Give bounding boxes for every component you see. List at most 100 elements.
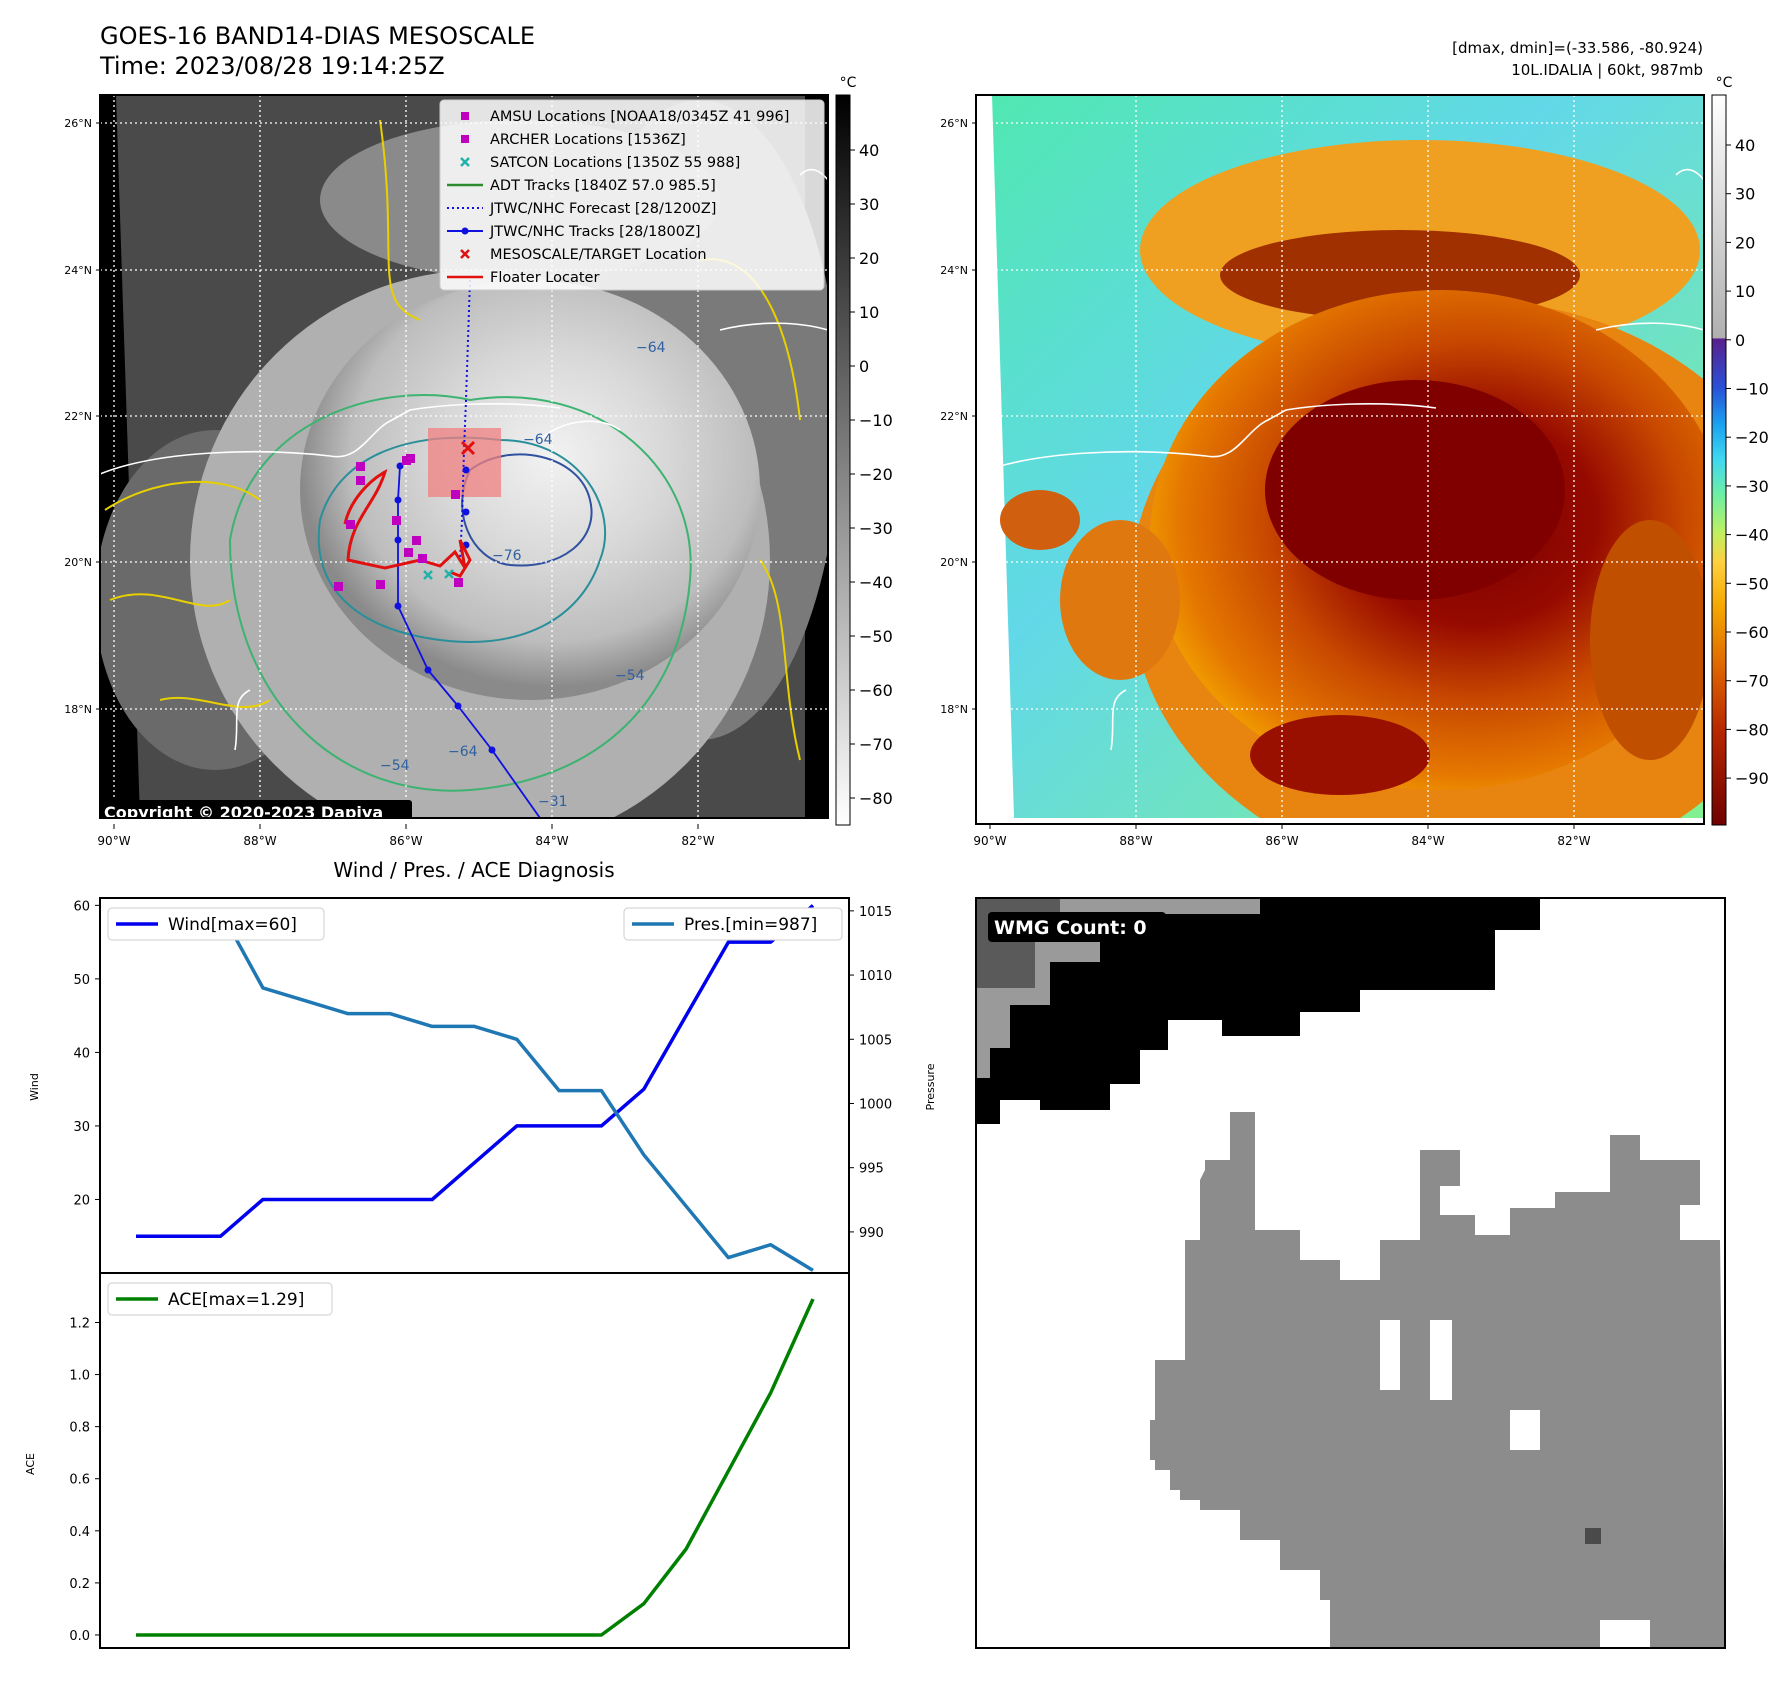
legend-square-marker [461,135,469,143]
y-tick-label: 30 [73,1120,90,1135]
y2-tick-label: 995 [859,1162,884,1177]
figure-title-line2: Time: 2023/08/28 19:14:25Z [99,52,445,80]
colorbar-tick-label: −10 [859,411,893,430]
color-colorbar-unit: °C [1716,75,1733,91]
legend-entry: Floater Locater [447,270,599,286]
legend-label: JTWC/NHC Forecast [28/1200Z] [489,201,716,217]
colorbar-tick-label: 20 [1735,233,1755,252]
jtwc-forecast-track [459,279,471,561]
colorbar-tick-label: −80 [859,789,893,808]
legend-entry: MESOSCALE/TARGET Location [460,247,707,263]
y2-tick-label: 1000 [859,1097,892,1112]
wind-axis-label: Wind [28,1073,41,1101]
chart-legend-box [107,1282,333,1316]
lon-label: 82°W [681,834,714,848]
jtwc-best-track [397,465,541,818]
lon-label: 88°W [1119,834,1152,848]
wmg-count-badge: WMG Count: 0 [994,917,1147,939]
wmg-panel: WMG Count: 0 [976,898,1725,1648]
colorbar-tick-label: −90 [1735,769,1769,788]
lat-label: 22°N [64,410,92,423]
color-colorbar-ticks: 40 30 20 10 0 −10 −20 −30 −40 −50 −60 −70 −80 −90 [1726,136,1769,788]
lon-label: 86°W [389,834,422,848]
legend-x-marker [460,249,470,259]
lat-label: 20°N [940,556,968,569]
series-line [136,909,814,1272]
colorbar-tick-label: 30 [1735,185,1755,204]
colorbar-tick-label: 10 [1735,282,1755,301]
map-gridlines-color [976,95,1704,818]
lat-label: 24°N [64,264,92,277]
legend-label: ADT Tracks [1840Z 57.0 985.5] [490,178,716,194]
legend-dot-marker [461,227,469,235]
colorbar-tick-label: −80 [1735,720,1769,739]
legend-label: Floater Locater [490,270,599,286]
legend-entry: ARCHER Locations [1536Z] [461,132,686,148]
chart-legend: Wind[max=60] [107,907,325,941]
grayscale-lon-labels: 90°W 88°W 86°W 84°W 82°W [97,824,715,848]
legend-label: SATCON Locations [1350Z 55 988] [490,155,740,171]
colorbar-tick-label: 10 [859,303,879,322]
contour-label: −31 [538,794,568,810]
legend-label: ARCHER Locations [1536Z] [490,132,686,148]
contour-label: −64 [448,744,478,760]
colorbar-tick-label: −10 [1735,380,1769,399]
legend-entry: AMSU Locations [NOAA18/0345Z 41 996] [461,109,789,125]
grayscale-colorbar [835,94,851,826]
mesoscale-target-box [428,428,501,497]
map-legend: AMSU Locations [NOAA18/0345Z 41 996] ARCH… [439,99,825,291]
y2-tick-label: 1010 [859,969,892,984]
copyright-label: Copyright © 2020-2023 Dapiya [100,800,412,818]
contour-label: −54 [615,668,645,684]
lat-label: 26°N [64,117,92,130]
colorbar-tick-label: −20 [1735,428,1769,447]
jtwc-track-points [394,462,496,754]
lat-label: 22°N [940,410,968,423]
color-map-frame [975,94,1705,825]
legend-entry: JTWC/NHC Forecast [28/1200Z] [447,201,716,217]
lat-label: 18°N [940,703,968,716]
ace-chart: 0.0 0.2 0.4 0.6 0.8 1.0 1.2 ACE[max=1.29] [69,1272,850,1649]
colorbar-tick-label: −50 [1735,574,1769,593]
chart-legend: ACE[max=1.29] [107,1282,333,1316]
y-tick-label: 60 [73,899,90,914]
colorbar-tick-label: −40 [1735,526,1769,545]
legend-label: JTWC/NHC Tracks [28/1800Z] [489,224,701,240]
contour-label: −54 [380,758,410,774]
lon-label: 84°W [535,834,568,848]
colorbar-tick-label: −30 [1735,477,1769,496]
y-tick-label: 20 [73,1193,90,1208]
color-lat-labels: 26°N 24°N 22°N 20°N 18°N [940,117,976,716]
legend-square-marker [461,112,469,120]
lon-label: 88°W [243,834,276,848]
floater-locater-track [343,468,472,578]
satcon-markers [423,569,454,580]
amsu-archer-markers [334,454,463,591]
colorbar-tick-label: 20 [859,249,879,268]
ace-axis-label: ACE [24,1453,37,1475]
chart-legend: Pres.[min=987] [623,907,843,941]
y-tick-label: 0.2 [69,1577,90,1592]
colorbar-tick-label: −30 [859,519,893,538]
y-tick-label: 0.8 [69,1421,90,1436]
colorbar-tick-label: −60 [1735,623,1769,642]
colorbar-tick-label: −70 [859,735,893,754]
contour-label: −64 [636,340,666,356]
stats-line2: 10L.IDALIA | 60kt, 987mb [1511,61,1703,79]
colorbar-tick-label: −60 [859,681,893,700]
coastline-color [976,168,1704,751]
lat-label: 26°N [940,117,968,130]
warm-contour-yellow [104,119,801,761]
y-tick-label: 40 [73,1046,90,1061]
lon-label: 86°W [1265,834,1298,848]
grayscale-lat-labels: 26°N 24°N 22°N 20°N 18°N [64,117,100,716]
colorbar-tick-label: −20 [859,465,893,484]
wmg-cold-band [976,898,1540,1124]
y2-tick-label: 990 [859,1226,884,1241]
colorbar-tick-label: −70 [1735,672,1769,691]
lon-label: 90°W [97,834,130,848]
y-tick-label: 0.0 [69,1629,90,1644]
wind-pressure-chart: 20 30 40 50 60 990 995 1000 1005 1010 1015 Wind[max… [73,897,892,1274]
y-tick-label: 0.6 [69,1473,90,1488]
coastline [100,168,828,751]
